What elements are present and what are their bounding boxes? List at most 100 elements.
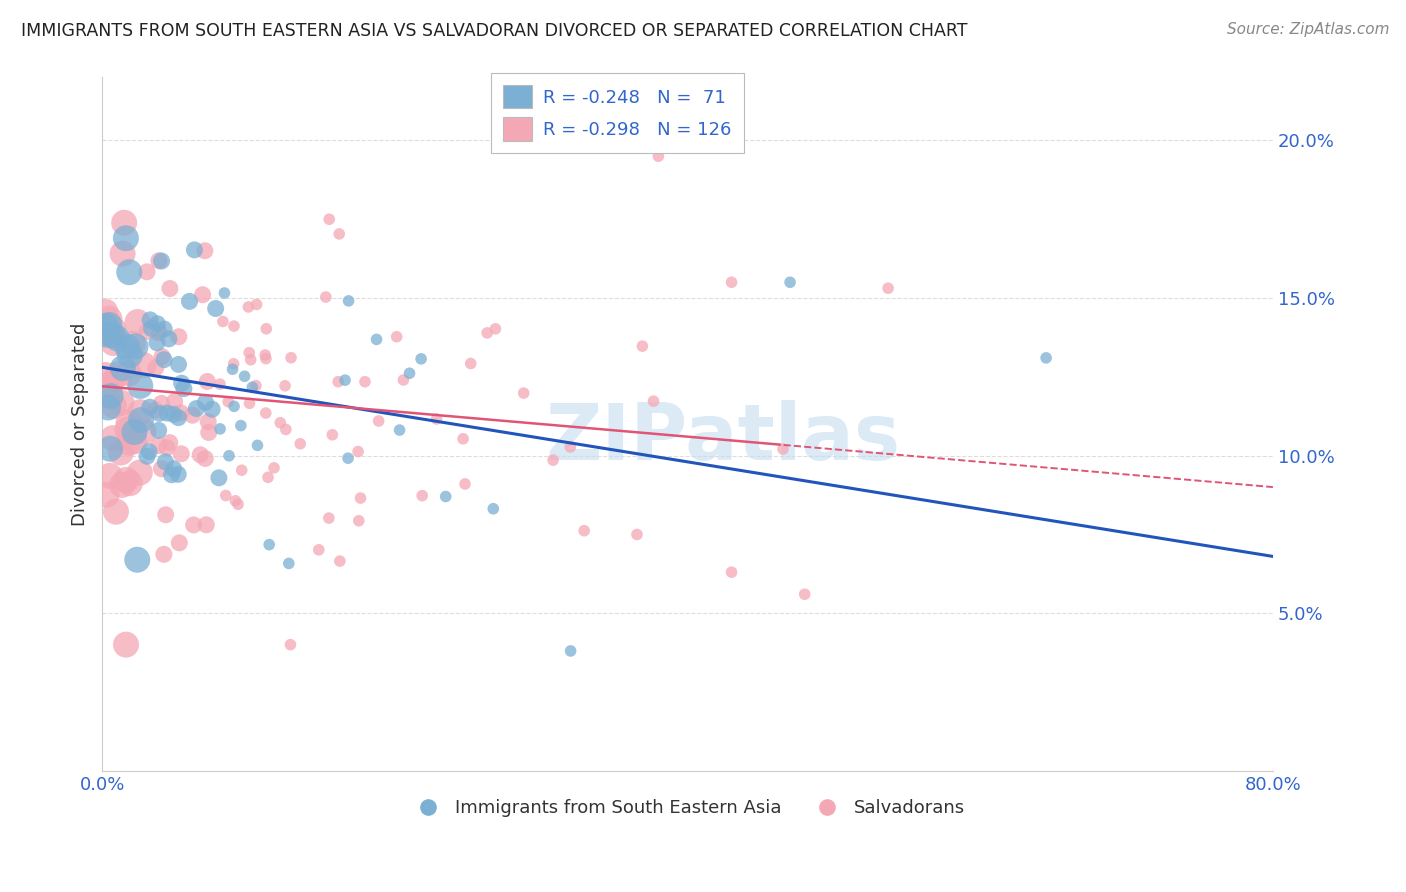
Point — [195, 517, 218, 532]
Point — [411, 351, 433, 366]
Point — [170, 447, 193, 461]
Point — [197, 415, 219, 429]
Point — [277, 557, 299, 571]
Point — [222, 357, 245, 371]
Point — [167, 410, 190, 425]
Point — [541, 453, 564, 467]
Point — [139, 400, 162, 414]
Point — [254, 351, 277, 366]
Point — [156, 406, 179, 420]
Point — [254, 348, 277, 362]
Point — [238, 396, 260, 410]
Point — [385, 330, 408, 344]
Point — [245, 378, 267, 392]
Point — [877, 281, 900, 295]
Point — [263, 461, 285, 475]
Point — [512, 386, 534, 401]
Point — [229, 418, 252, 433]
Point — [779, 275, 801, 289]
Point — [354, 375, 377, 389]
Point — [269, 416, 291, 430]
Point — [98, 311, 121, 326]
Point — [720, 565, 742, 579]
Point — [388, 423, 411, 437]
Point — [128, 466, 150, 480]
Point — [224, 493, 246, 508]
Point — [186, 401, 208, 416]
Point — [118, 265, 141, 279]
Point — [454, 477, 477, 491]
Point — [194, 451, 217, 466]
Point — [163, 394, 186, 409]
Point — [124, 434, 146, 449]
Text: IMMIGRANTS FROM SOUTH EASTERN ASIA VS SALVADORAN DIVORCED OR SEPARATED CORRELATI: IMMIGRANTS FROM SOUTH EASTERN ASIA VS SA… — [21, 22, 967, 40]
Point — [96, 488, 118, 502]
Point — [146, 335, 169, 350]
Point — [111, 246, 134, 260]
Point — [153, 322, 176, 336]
Point — [793, 587, 815, 601]
Point — [101, 328, 124, 343]
Point — [111, 478, 134, 492]
Point — [124, 339, 146, 353]
Point — [560, 440, 582, 454]
Point — [107, 367, 129, 381]
Point — [222, 319, 245, 334]
Point — [127, 553, 149, 567]
Point — [150, 350, 173, 364]
Point — [183, 517, 205, 532]
Point — [349, 491, 371, 505]
Point — [132, 425, 155, 439]
Point — [240, 380, 263, 394]
Point — [426, 412, 449, 426]
Point — [328, 375, 350, 389]
Point — [245, 297, 267, 311]
Point — [482, 501, 505, 516]
Point — [105, 331, 128, 345]
Point — [238, 300, 260, 314]
Point — [239, 352, 262, 367]
Point — [366, 332, 388, 346]
Point — [118, 348, 141, 362]
Point — [167, 358, 190, 372]
Point — [238, 345, 260, 359]
Point — [146, 317, 169, 331]
Point — [398, 366, 420, 380]
Point — [194, 244, 217, 258]
Point — [103, 336, 125, 351]
Point — [150, 396, 173, 410]
Point — [111, 361, 134, 376]
Point — [136, 449, 159, 463]
Point — [367, 414, 389, 428]
Point — [328, 227, 350, 241]
Point — [148, 324, 170, 338]
Point — [94, 304, 117, 318]
Point — [451, 432, 474, 446]
Point — [318, 212, 340, 227]
Point — [254, 406, 277, 420]
Point — [129, 405, 152, 419]
Point — [173, 382, 195, 396]
Point — [208, 471, 231, 485]
Point — [136, 325, 159, 339]
Point — [129, 379, 152, 393]
Point — [254, 322, 277, 336]
Point — [411, 489, 433, 503]
Point — [132, 358, 155, 372]
Point — [201, 402, 224, 417]
Point — [631, 339, 654, 353]
Point — [337, 451, 360, 466]
Point — [1035, 351, 1057, 365]
Point — [204, 301, 226, 316]
Point — [169, 536, 191, 550]
Point — [167, 329, 190, 343]
Point — [434, 490, 457, 504]
Point — [231, 463, 253, 477]
Point — [246, 438, 269, 452]
Point — [392, 373, 415, 387]
Text: ZIPatlas: ZIPatlas — [546, 400, 900, 476]
Point — [160, 467, 183, 482]
Point — [159, 281, 181, 295]
Point — [212, 314, 235, 328]
Point — [333, 373, 356, 387]
